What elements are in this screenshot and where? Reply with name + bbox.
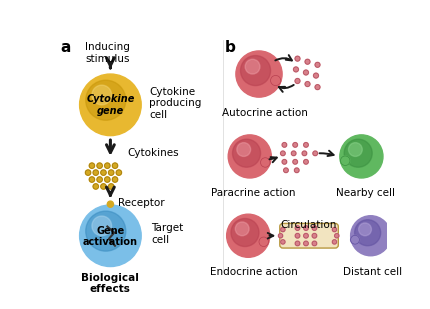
Circle shape: [295, 56, 299, 61]
Text: b: b: [224, 40, 235, 55]
Text: Biological
effects: Biological effects: [81, 273, 139, 294]
Circle shape: [116, 170, 121, 175]
Circle shape: [350, 216, 390, 256]
Circle shape: [303, 159, 307, 164]
Circle shape: [97, 163, 102, 168]
Circle shape: [358, 223, 371, 236]
Circle shape: [85, 170, 91, 175]
Circle shape: [304, 59, 309, 64]
Circle shape: [292, 142, 297, 147]
Circle shape: [107, 201, 113, 207]
Circle shape: [92, 85, 111, 105]
Circle shape: [101, 170, 106, 175]
Text: Cytokine
gene: Cytokine gene: [86, 94, 134, 116]
Circle shape: [235, 51, 282, 97]
Circle shape: [278, 234, 282, 238]
Text: Target
cell: Target cell: [151, 223, 183, 245]
FancyBboxPatch shape: [279, 223, 338, 248]
Circle shape: [291, 151, 295, 156]
Text: Distant cell: Distant cell: [342, 267, 401, 277]
Circle shape: [108, 170, 114, 175]
Circle shape: [104, 163, 110, 168]
Circle shape: [280, 240, 284, 244]
Circle shape: [92, 216, 111, 236]
Circle shape: [314, 62, 319, 67]
Text: Gene
activation: Gene activation: [83, 226, 138, 247]
Circle shape: [86, 80, 126, 120]
Circle shape: [303, 142, 307, 147]
Circle shape: [292, 159, 297, 164]
Circle shape: [258, 237, 268, 247]
Circle shape: [260, 158, 270, 167]
Circle shape: [332, 240, 336, 244]
Circle shape: [311, 241, 316, 246]
Circle shape: [313, 73, 318, 78]
Circle shape: [303, 233, 307, 238]
Circle shape: [282, 142, 286, 147]
Circle shape: [240, 56, 270, 86]
Circle shape: [283, 168, 288, 173]
Text: Circulation: Circulation: [280, 220, 336, 230]
Circle shape: [293, 67, 298, 72]
Text: Cytokines: Cytokines: [127, 148, 178, 158]
Circle shape: [311, 233, 316, 238]
Circle shape: [348, 143, 362, 156]
Circle shape: [295, 241, 299, 246]
Circle shape: [294, 168, 298, 173]
Circle shape: [89, 163, 95, 168]
Circle shape: [230, 218, 258, 247]
Circle shape: [339, 135, 382, 178]
Circle shape: [303, 226, 307, 230]
Circle shape: [344, 139, 372, 167]
Circle shape: [270, 75, 280, 86]
Circle shape: [311, 226, 316, 230]
Circle shape: [232, 139, 260, 167]
Text: Receptor: Receptor: [118, 198, 164, 208]
Circle shape: [235, 222, 249, 236]
Circle shape: [303, 241, 307, 246]
Circle shape: [304, 82, 309, 87]
Text: Autocrine action: Autocrine action: [222, 108, 307, 118]
Circle shape: [334, 234, 338, 238]
Circle shape: [295, 78, 299, 83]
Text: a: a: [60, 40, 71, 55]
Circle shape: [112, 177, 117, 182]
Circle shape: [227, 135, 271, 178]
Text: Inducing
stimulus: Inducing stimulus: [85, 42, 129, 64]
Circle shape: [332, 227, 336, 232]
Text: Cytokine
producing
cell: Cytokine producing cell: [148, 87, 201, 120]
Circle shape: [340, 156, 349, 166]
Circle shape: [101, 184, 106, 189]
Text: Nearby cell: Nearby cell: [335, 188, 394, 198]
Circle shape: [280, 151, 285, 156]
Circle shape: [245, 59, 259, 74]
Circle shape: [314, 85, 319, 90]
Circle shape: [280, 227, 284, 232]
Text: Paracrine action: Paracrine action: [211, 188, 295, 198]
Circle shape: [93, 170, 98, 175]
Circle shape: [80, 74, 141, 136]
Circle shape: [282, 159, 286, 164]
Circle shape: [354, 220, 380, 246]
Circle shape: [295, 226, 299, 230]
Text: Endocrine action: Endocrine action: [209, 267, 297, 277]
Circle shape: [80, 205, 141, 267]
Circle shape: [108, 184, 114, 189]
Circle shape: [303, 70, 308, 75]
Circle shape: [312, 151, 317, 156]
Circle shape: [104, 177, 110, 182]
Circle shape: [89, 177, 95, 182]
Circle shape: [86, 211, 126, 251]
Circle shape: [301, 151, 306, 156]
Circle shape: [350, 235, 359, 244]
Circle shape: [112, 163, 117, 168]
Circle shape: [226, 214, 269, 257]
Circle shape: [295, 233, 299, 238]
Circle shape: [236, 143, 250, 156]
Circle shape: [97, 177, 102, 182]
Circle shape: [93, 184, 98, 189]
